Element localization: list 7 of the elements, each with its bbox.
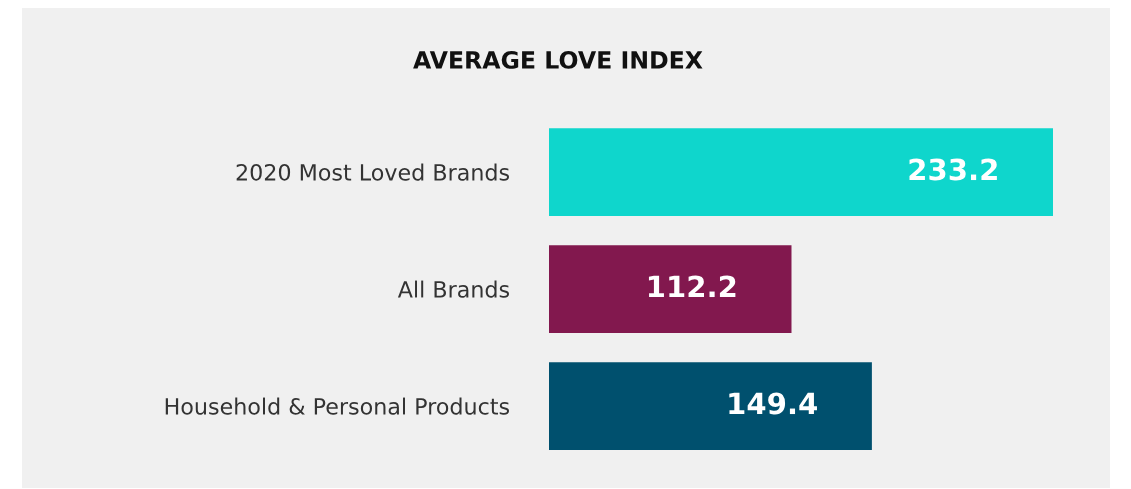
data-label: 112.2 (648, 275, 736, 298)
chart-title: AVERAGE LOVE INDEX (413, 50, 703, 69)
data-label: 233.2 (909, 158, 997, 181)
data-label: 149.4 (729, 392, 817, 415)
y-tick-label: All Brands (397, 280, 510, 298)
y-tick-label: 2020 Most Loved Brands (236, 163, 510, 181)
y-tick-label: Household & Personal Products (165, 397, 510, 415)
